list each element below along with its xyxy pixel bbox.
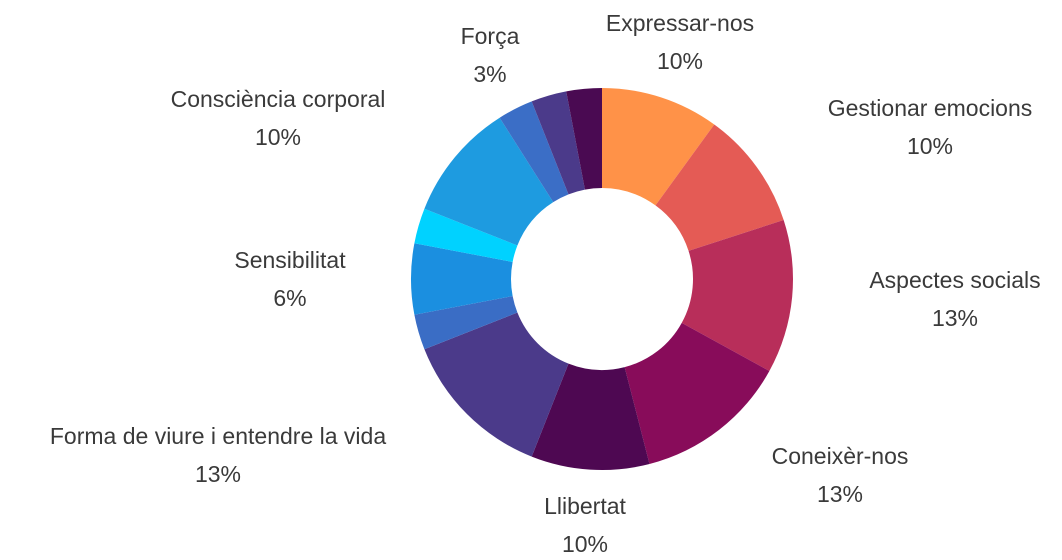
donut-segment (624, 322, 770, 464)
donut-segment (424, 312, 569, 457)
donut-segment (499, 101, 569, 203)
segment-value: 13% (195, 461, 241, 487)
donut-segment (424, 117, 554, 246)
donut-segment (414, 296, 518, 350)
segment-label: Gestionar emocions (828, 95, 1033, 121)
segment-value: 3% (473, 61, 506, 87)
donut-segment (531, 363, 650, 471)
donut-segment (566, 88, 602, 190)
segment-label: Coneixèr-nos (772, 443, 909, 469)
donut-segment (411, 243, 513, 315)
segment-label: Expressar-nos (606, 10, 754, 36)
segment-label: Llibertat (544, 493, 626, 519)
segment-value: 13% (932, 305, 978, 331)
segment-label: Forma de viure i entendre la vida (50, 423, 386, 449)
segment-label: Sensibilitat (234, 247, 346, 273)
segment-value: 6% (273, 285, 306, 311)
segment-label: Consciència corporal (171, 86, 386, 112)
segment-value: 10% (562, 531, 608, 557)
donut-segment (655, 124, 784, 251)
donut-segment (414, 208, 518, 262)
segment-value: 10% (255, 124, 301, 150)
segment-label: Força (461, 23, 520, 49)
segment-label: Aspectes socials (869, 267, 1040, 293)
segment-value: 10% (907, 133, 953, 159)
donut-segment (602, 88, 715, 206)
segment-value: 10% (657, 48, 703, 74)
segment-value: 13% (817, 481, 863, 507)
donut-segment (681, 219, 793, 372)
donut-segment (531, 91, 585, 195)
